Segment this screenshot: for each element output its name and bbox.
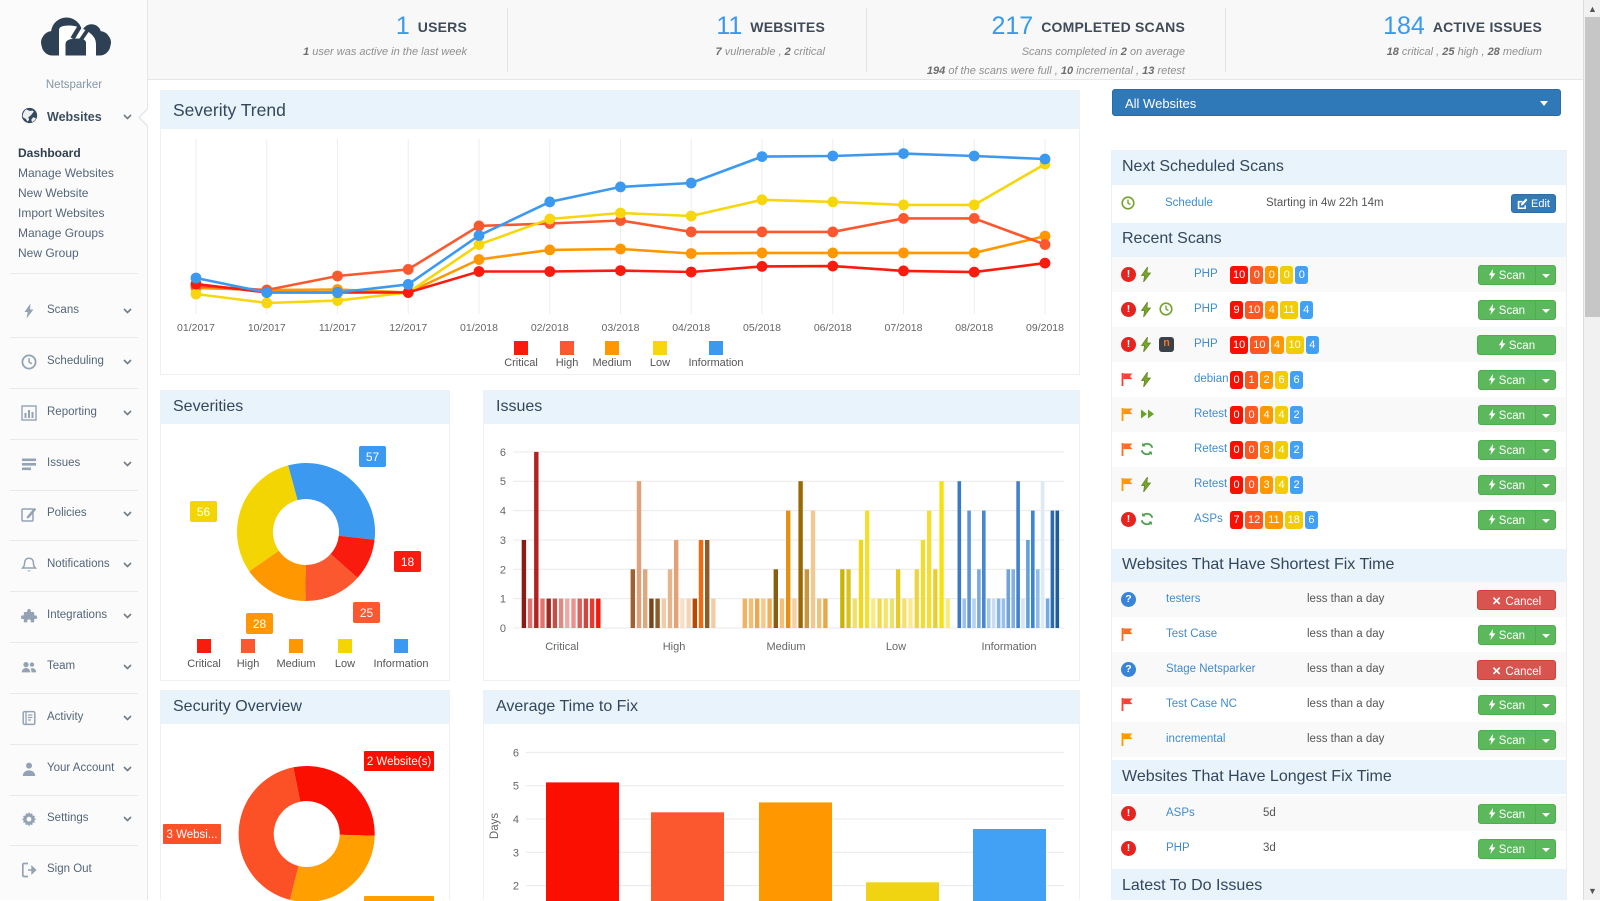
svg-text:4: 4 xyxy=(500,506,506,518)
svg-text:High: High xyxy=(663,641,686,653)
svg-text:Critical: Critical xyxy=(187,658,221,670)
svg-text:3 Websi...: 3 Websi... xyxy=(167,829,218,841)
svg-text:5: 5 xyxy=(513,781,519,793)
svg-text:10/2017: 10/2017 xyxy=(248,322,286,334)
svg-text:3: 3 xyxy=(500,535,506,547)
svg-text:18: 18 xyxy=(401,555,415,569)
svg-text:0: 0 xyxy=(500,623,506,635)
svg-text:1: 1 xyxy=(500,594,506,606)
svg-text:Medium: Medium xyxy=(276,658,315,670)
svg-text:06/2018: 06/2018 xyxy=(814,322,852,334)
svg-text:25: 25 xyxy=(360,606,374,620)
svg-text:High: High xyxy=(237,658,260,670)
svg-text:Low: Low xyxy=(335,658,355,670)
svg-text:Low: Low xyxy=(886,641,906,653)
svg-text:12/2017: 12/2017 xyxy=(389,322,427,334)
svg-text:Information: Information xyxy=(981,641,1036,653)
svg-text:08/2018: 08/2018 xyxy=(955,322,993,334)
svg-text:01/2017: 01/2017 xyxy=(177,322,215,334)
svg-text:28: 28 xyxy=(253,617,267,631)
svg-text:05/2018: 05/2018 xyxy=(743,322,781,334)
svg-text:Medium: Medium xyxy=(592,357,631,369)
svg-text:2: 2 xyxy=(513,881,519,893)
svg-text:Information: Information xyxy=(688,357,743,369)
svg-text:Information: Information xyxy=(373,658,428,670)
svg-text:Critical: Critical xyxy=(504,357,538,369)
svg-text:6: 6 xyxy=(500,447,506,459)
svg-text:01/2018: 01/2018 xyxy=(460,322,498,334)
svg-text:Days: Days xyxy=(489,813,501,839)
svg-text:4: 4 xyxy=(513,814,519,826)
svg-text:11/2017: 11/2017 xyxy=(319,322,356,334)
svg-text:02/2018: 02/2018 xyxy=(531,322,569,334)
svg-text:2 Website(s): 2 Website(s) xyxy=(367,756,432,768)
svg-text:2: 2 xyxy=(500,564,506,576)
svg-text:6: 6 xyxy=(513,747,519,759)
svg-text:3: 3 xyxy=(513,847,519,859)
svg-text:Medium: Medium xyxy=(766,641,805,653)
svg-text:04/2018: 04/2018 xyxy=(672,322,710,334)
svg-text:57: 57 xyxy=(366,450,380,464)
svg-text:56: 56 xyxy=(197,505,211,519)
svg-text:03/2018: 03/2018 xyxy=(602,322,640,334)
svg-text:5: 5 xyxy=(500,476,506,488)
svg-text:High: High xyxy=(556,357,579,369)
svg-text:09/2018: 09/2018 xyxy=(1026,322,1064,334)
svg-text:Critical: Critical xyxy=(545,641,579,653)
svg-text:Low: Low xyxy=(650,357,670,369)
svg-text:07/2018: 07/2018 xyxy=(885,322,923,334)
